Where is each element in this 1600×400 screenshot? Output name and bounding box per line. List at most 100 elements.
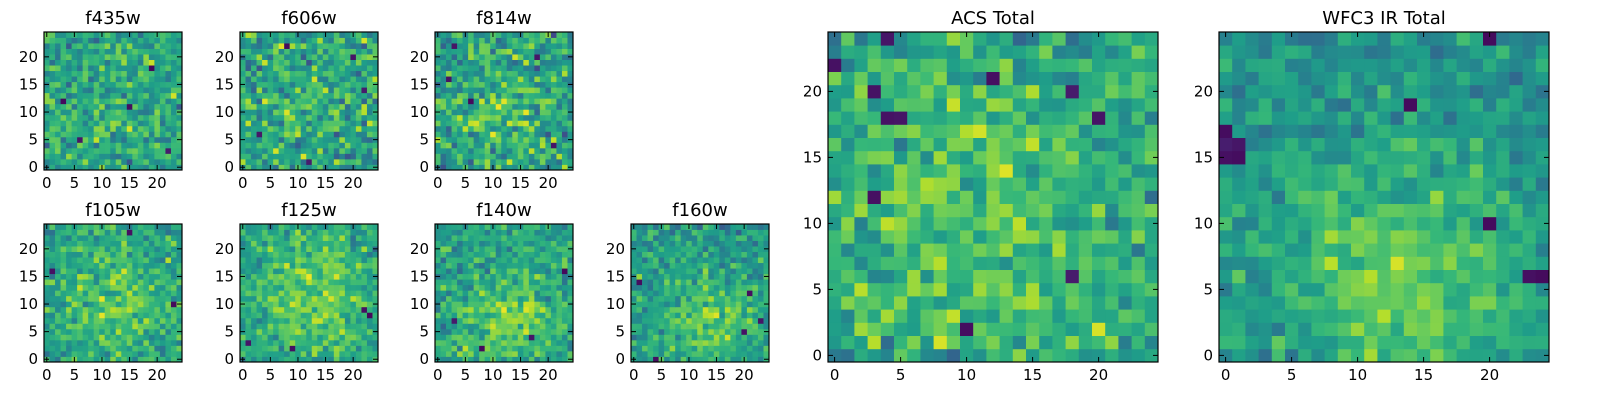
heatmap-cell — [528, 279, 535, 286]
heatmap-cell — [159, 120, 166, 127]
heatmap-cell — [60, 37, 67, 44]
heatmap-cell — [284, 76, 291, 83]
heatmap-cell — [545, 350, 552, 357]
heatmap-cell — [1026, 216, 1040, 231]
heatmap-cell — [490, 328, 497, 335]
heatmap-cell — [344, 70, 351, 77]
heatmap-cell — [93, 43, 100, 49]
heatmap-cell — [77, 153, 84, 160]
heatmap-cell — [115, 153, 122, 160]
heatmap-cell — [99, 301, 106, 308]
heatmap-cell — [44, 257, 50, 264]
heatmap-cell — [528, 142, 535, 149]
heatmap-cell — [82, 240, 89, 247]
heatmap-cell — [245, 37, 252, 44]
heatmap-cell — [154, 306, 161, 313]
heatmap-cell — [176, 224, 183, 230]
heatmap-cell — [60, 59, 67, 66]
heatmap-cell — [278, 142, 285, 149]
heatmap-cell — [473, 131, 480, 138]
heatmap-cell — [355, 295, 362, 302]
heatmap-cell — [49, 32, 56, 38]
heatmap-cell — [920, 230, 934, 244]
heatmap-cell — [680, 240, 687, 247]
heatmap-cell — [741, 246, 748, 252]
heatmap-cell — [262, 142, 268, 149]
heatmap-cell — [159, 301, 166, 308]
heatmap-cell — [333, 147, 340, 154]
heatmap-cell — [99, 54, 106, 60]
heatmap-cell — [867, 335, 882, 350]
heatmap-cell — [545, 147, 552, 154]
heatmap-cell — [372, 43, 379, 49]
heatmap-cell — [642, 251, 648, 258]
heatmap-cell — [647, 323, 654, 330]
heatmap-cell — [501, 312, 508, 319]
heatmap-cell — [512, 290, 519, 297]
heatmap-cell — [333, 240, 340, 247]
heatmap-cell — [686, 306, 693, 313]
heatmap-cell — [295, 301, 302, 308]
heatmap-cell — [512, 323, 519, 330]
heatmap-cell — [115, 114, 122, 121]
heatmap-cell — [245, 70, 252, 77]
heatmap-cell — [267, 65, 274, 72]
heatmap-cell — [567, 240, 574, 247]
heatmap-cell — [295, 120, 302, 127]
heatmap-cell — [697, 284, 704, 291]
heatmap-cell — [719, 290, 726, 297]
heatmap-cell — [484, 87, 491, 94]
heatmap-cell — [841, 296, 855, 310]
heatmap-cell — [289, 76, 296, 83]
heatmap-cell — [528, 109, 535, 116]
heatmap-cell — [468, 312, 475, 319]
heatmap-cell — [435, 87, 441, 94]
heatmap-cell — [561, 153, 568, 160]
heatmap-cell — [468, 81, 475, 88]
heatmap-cell — [446, 153, 452, 160]
heatmap-cell — [115, 98, 122, 105]
heatmap-cell — [355, 345, 362, 352]
heatmap-cell — [137, 87, 144, 94]
heatmap-cell — [278, 224, 285, 230]
heatmap-cell — [115, 229, 122, 236]
heatmap-cell — [556, 345, 563, 352]
heatmap-cell — [631, 251, 637, 258]
heatmap-cell — [49, 229, 56, 236]
heatmap-cell — [82, 76, 89, 83]
heatmap-cell — [176, 59, 183, 66]
heatmap-cell — [256, 306, 263, 313]
heatmap-cell — [322, 229, 329, 236]
heatmap-cell — [468, 317, 475, 324]
heatmap-cell — [1039, 322, 1053, 336]
heatmap-cell — [730, 290, 737, 297]
heatmap-cell — [104, 328, 111, 335]
heatmap-cell — [82, 262, 89, 269]
heatmap-cell — [631, 295, 637, 302]
heatmap-cell — [55, 65, 61, 72]
heatmap-cell — [49, 301, 56, 308]
heatmap-cell — [132, 147, 139, 154]
heatmap-cell — [355, 147, 362, 154]
heatmap-cell — [512, 312, 519, 319]
heatmap-cell — [88, 339, 95, 346]
heatmap-cell — [366, 229, 373, 236]
heatmap-cell — [110, 114, 117, 121]
heatmap-cell — [170, 136, 177, 143]
heatmap-cell — [333, 76, 340, 83]
heatmap-cell — [317, 48, 324, 55]
heatmap-cell — [361, 54, 368, 60]
heatmap-cell — [675, 290, 682, 297]
y-tick-label: 15 — [410, 75, 429, 93]
heatmap-cell — [473, 136, 480, 143]
heatmap-cell — [328, 317, 335, 324]
heatmap-cell — [642, 246, 648, 252]
heatmap-cell — [165, 290, 172, 297]
heatmap-cell — [642, 345, 648, 352]
heatmap-cell — [137, 125, 144, 132]
heatmap-cell — [550, 142, 557, 149]
heatmap-cell — [115, 76, 122, 83]
heatmap-cell — [355, 257, 362, 264]
x-tick-label: 5 — [657, 366, 667, 384]
heatmap-cell — [278, 125, 285, 132]
